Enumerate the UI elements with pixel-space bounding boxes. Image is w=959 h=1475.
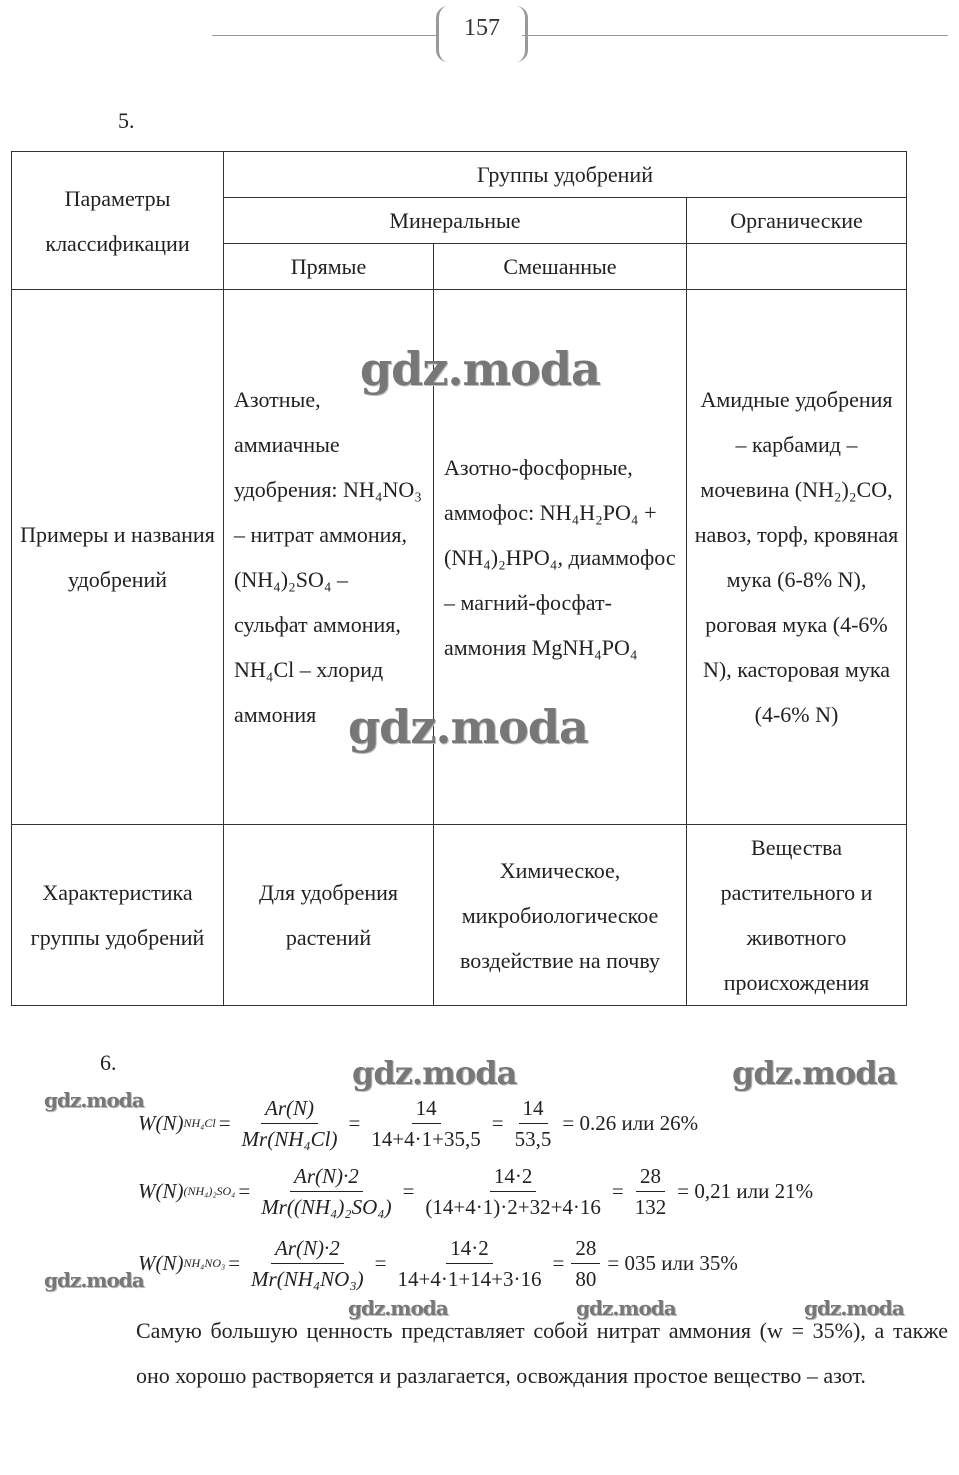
denominator: Mr(NH₄NO₃)	[251, 1267, 364, 1291]
numerator: Ar(N)·2	[270, 1233, 344, 1264]
numerator: 28	[571, 1233, 601, 1264]
row2-label: Характеристика группы удобрений	[11, 824, 224, 1006]
denominator: 80	[575, 1267, 597, 1291]
watermark: gdz.moda	[732, 1054, 897, 1092]
watermark: gdz.moda	[44, 1268, 145, 1292]
numerator: 14	[411, 1093, 441, 1124]
row2-direct: Для удобрения растений	[223, 824, 434, 1006]
mixed-header: Смешанные	[433, 243, 687, 290]
row1-label: Примеры и названия удобрений	[11, 289, 224, 825]
numerator: 14·2	[446, 1233, 493, 1264]
numerator: 14	[518, 1093, 548, 1124]
formula-nh4no3: W(N) NH₄NO₃ = Ar(N)·2 Mr(NH₄NO₃) = 14·2 14+4·…	[138, 1233, 741, 1294]
numerator: 28	[636, 1161, 666, 1192]
watermark: gdz.moda	[44, 1088, 145, 1112]
formula-lhs: W(N)	[138, 1179, 184, 1203]
formula-nh4-2so4: W(N) (NH₄)₂SO₄ = Ar(N)·2 Mr((NH₄)₂SO₄) = 14·…	[138, 1161, 816, 1222]
watermark: gdz.moda	[352, 1054, 517, 1092]
numerator: Ar(N)	[261, 1093, 319, 1124]
denominator: (14+4·1)·2+32+4·16	[425, 1195, 601, 1219]
header-rule	[212, 35, 436, 36]
formula-subscript: NH₄Cl	[183, 1116, 216, 1130]
mineral-header: Минеральные	[223, 197, 687, 244]
row2-organic: Вещества растительного и животного проис…	[686, 824, 907, 1006]
formula-result: = 035 или 35%	[607, 1251, 738, 1275]
numerator: 14·2	[489, 1161, 537, 1192]
denominator: 53,5	[514, 1127, 552, 1151]
conclusion-text: Самую большую ценность представляет собо…	[136, 1318, 948, 1388]
groups-header: Группы удобрений	[223, 151, 907, 198]
denominator: Mr((NH₄)₂SO₄)	[261, 1195, 392, 1219]
page-number: 157	[436, 6, 528, 62]
direct-header: Прямые	[223, 243, 434, 290]
denominator: Mr(NH₄Cl)	[241, 1127, 338, 1151]
task-number: 6.	[100, 1050, 117, 1075]
watermark: gdz.moda	[576, 1296, 677, 1320]
param-header: Параметры классификации	[11, 151, 224, 290]
formula-lhs: W(N)	[138, 1251, 184, 1275]
header-rule	[522, 35, 948, 36]
fertilizer-table: Параметры классификации Группы удобрений…	[11, 151, 907, 1006]
formula-subscript: NH₄NO₃	[183, 1256, 226, 1270]
watermark: gdz.moda	[360, 342, 601, 396]
row2-mixed: Химическое, микробиологическое воздейств…	[433, 824, 687, 1006]
row1-mixed: Азотно-фосфорные, аммофос: NH₄H₂PO₄ + (N…	[433, 289, 687, 825]
denominator: 14+4·1+35,5	[371, 1127, 481, 1151]
formula-nh4cl: W(N) NH₄Cl = Ar(N) Mr(NH₄Cl) = 14 14+4·1+35,5…	[138, 1093, 701, 1154]
organic-header: Органические	[686, 197, 907, 244]
denominator: 14+4·1+14+3·16	[397, 1267, 542, 1291]
task-number: 5.	[118, 108, 135, 133]
watermark: gdz.moda	[348, 700, 589, 754]
formula-result: = 0,21 или 21%	[677, 1179, 814, 1203]
numerator: Ar(N)·2	[290, 1161, 363, 1192]
formula-subscript: (NH₄)₂SO₄	[183, 1184, 236, 1198]
denominator: 132	[634, 1195, 667, 1219]
watermark: gdz.moda	[348, 1296, 449, 1320]
formula-result: = 0.26 или 26%	[562, 1111, 699, 1135]
row1-direct: Азотные, аммиачные удобрения: NH₄NO₃ – н…	[223, 289, 434, 825]
row1-organic: Амидные удобрения – карбамид – мочевина …	[686, 289, 907, 825]
formula-lhs: W(N)	[138, 1111, 184, 1135]
watermark: gdz.moda	[804, 1296, 905, 1320]
empty-cell	[686, 243, 907, 290]
